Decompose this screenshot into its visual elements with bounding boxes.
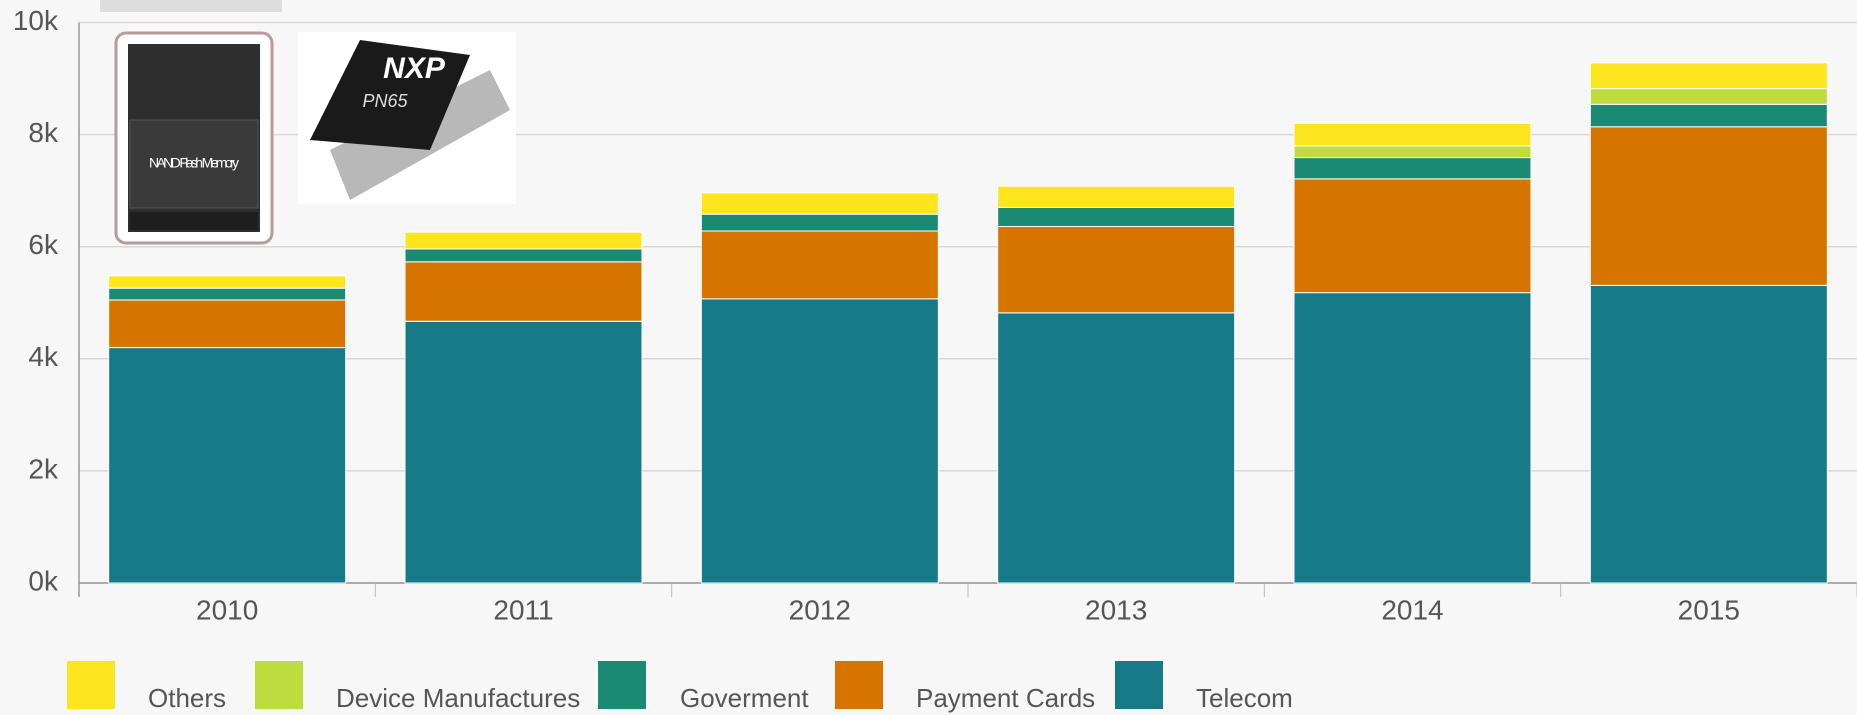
chart: 0k 2k 4k 6k 8k 10k 2010 2011 2012 2013 2014 2015 Oth… xyxy=(0,0,1857,715)
x-tick-label: 2015 xyxy=(1678,594,1740,625)
bar-segment xyxy=(405,232,642,249)
x-tick-label: 2013 xyxy=(1085,594,1147,625)
bar-segment xyxy=(109,300,346,348)
bar-segment xyxy=(109,348,346,583)
bar-segment xyxy=(405,321,642,583)
chip-brand: NXP xyxy=(383,52,446,85)
bar-segment xyxy=(998,313,1235,583)
legend-label: Others xyxy=(148,683,226,713)
y-tick-label: 2k xyxy=(28,453,59,484)
bar-segment xyxy=(1590,63,1827,89)
bar-segment xyxy=(1294,179,1531,293)
bar-segment xyxy=(1294,293,1531,583)
legend-label: Telecom xyxy=(1196,683,1293,713)
legend-label: Goverment xyxy=(680,683,809,713)
chip-model: PN65 xyxy=(362,91,408,111)
bar-segment xyxy=(701,231,938,299)
x-tick-label: 2012 xyxy=(789,594,851,625)
x-tick-label: 2010 xyxy=(196,594,258,625)
bar-segment xyxy=(998,227,1235,313)
bar-segment xyxy=(998,207,1235,226)
legend-swatch xyxy=(1115,661,1163,709)
bar-segment xyxy=(1294,158,1531,179)
y-tick-label: 8k xyxy=(28,117,59,148)
cropped-image xyxy=(100,0,282,12)
bar-segment xyxy=(1590,127,1827,286)
legend-label: Payment Cards xyxy=(916,683,1095,713)
x-tick-label: 2014 xyxy=(1381,594,1443,625)
bar-segment xyxy=(405,262,642,321)
bar-segment xyxy=(701,299,938,583)
memory-card-strip xyxy=(130,212,258,230)
legend-label: Device Manufactures xyxy=(336,683,580,713)
y-tick-label: 6k xyxy=(28,229,59,260)
legend-swatch xyxy=(835,661,883,709)
product-images: NAND Flash Memory NXP PN65 xyxy=(116,32,516,243)
legend-swatch xyxy=(255,661,303,709)
x-tick-label: 2011 xyxy=(493,594,553,625)
legend-swatch xyxy=(598,661,646,709)
bar-segment xyxy=(405,249,642,262)
bar-segment xyxy=(701,193,938,214)
bar-segment xyxy=(998,186,1235,207)
y-tick-label: 0k xyxy=(28,565,59,596)
legend-swatch xyxy=(67,661,115,709)
bar-segment xyxy=(1590,285,1827,583)
y-tick-label: 4k xyxy=(28,341,59,372)
bar-segment xyxy=(1294,146,1531,158)
bar-segment xyxy=(1590,89,1827,105)
bar-segment xyxy=(109,276,346,288)
bar-segment xyxy=(1590,104,1827,126)
bar-segment xyxy=(1294,123,1531,145)
bar-segment xyxy=(701,214,938,231)
bar-segment xyxy=(109,288,346,300)
memory-card-label: NAND Flash Memory xyxy=(149,155,239,171)
y-tick-label: 10k xyxy=(13,5,59,36)
